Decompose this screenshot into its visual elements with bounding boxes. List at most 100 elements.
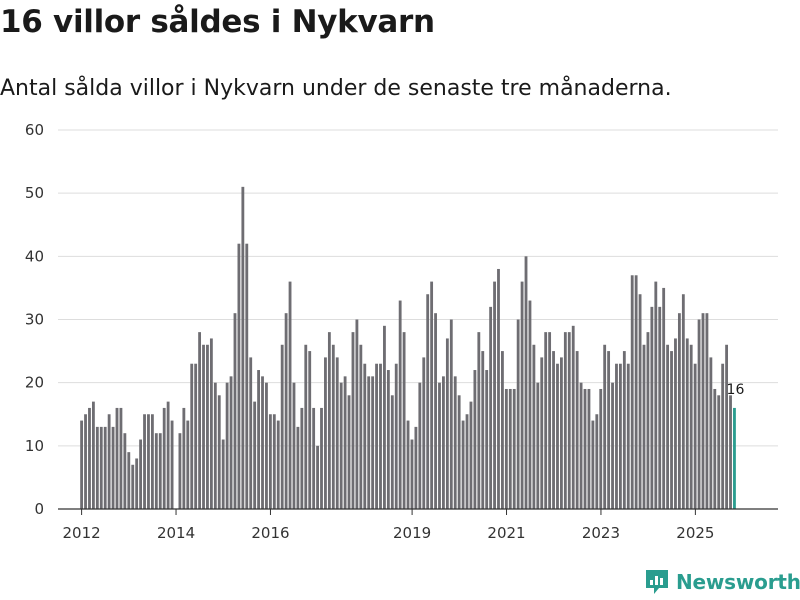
bar (650, 306, 654, 509)
bar (115, 407, 119, 509)
y-tick-label: 20 (25, 374, 44, 392)
bar (178, 433, 182, 509)
bar (438, 382, 441, 509)
bar (725, 344, 729, 509)
bar (383, 325, 386, 509)
bar (131, 464, 135, 509)
bar (154, 433, 158, 509)
bar (143, 414, 146, 509)
bar (556, 363, 559, 509)
bar (257, 370, 260, 509)
x-tick-label: 2025 (676, 524, 714, 542)
bar (182, 407, 186, 509)
bar (587, 388, 591, 509)
x-tick-label: 2023 (582, 524, 620, 542)
bar (630, 275, 634, 509)
bar (272, 414, 276, 509)
bar (343, 376, 347, 509)
bar (449, 319, 453, 509)
bar (603, 344, 607, 509)
bar (658, 306, 662, 509)
y-tick-label: 30 (25, 311, 44, 329)
bar-latest (733, 407, 736, 509)
bar (666, 344, 670, 509)
bar (434, 313, 437, 509)
bar (351, 332, 355, 509)
bar (237, 243, 241, 509)
bar (265, 382, 268, 509)
bar (139, 439, 143, 509)
bar (147, 414, 150, 509)
chart-title: 16 villor såldes i Nykvarn (0, 4, 435, 40)
bar (198, 332, 202, 509)
bar (418, 382, 422, 509)
bar (410, 439, 414, 509)
bar (375, 363, 378, 509)
bar (229, 376, 233, 509)
bar (284, 313, 288, 509)
bar (681, 294, 685, 509)
bar (261, 376, 264, 509)
bar (693, 363, 697, 509)
bar (442, 376, 445, 509)
bar (123, 433, 127, 509)
chart-subtitle: Antal sålda villor i Nykvarn under de se… (0, 76, 672, 101)
bar (103, 426, 107, 509)
bar (654, 281, 658, 509)
bar (111, 426, 115, 509)
bar (426, 294, 430, 509)
bar (150, 414, 154, 509)
y-tick-label: 0 (34, 500, 44, 518)
bar (697, 319, 701, 509)
bar (677, 313, 681, 509)
bar (674, 338, 677, 509)
gridlines (58, 129, 778, 447)
bar (206, 344, 209, 509)
bar (304, 344, 308, 509)
bar (233, 313, 237, 509)
bar (406, 420, 410, 509)
newsworthy-icon (646, 570, 668, 594)
bar (335, 357, 339, 509)
bar (190, 363, 194, 509)
bar (638, 294, 642, 509)
bar (524, 256, 528, 509)
bar (359, 344, 363, 509)
bar (221, 439, 225, 509)
bar (363, 363, 367, 509)
bar (394, 363, 398, 509)
bar (497, 268, 500, 509)
bar (532, 344, 536, 509)
y-tick-label: 40 (25, 247, 44, 265)
bar (685, 338, 689, 509)
x-axis: 2012 2014 2016 2019 2021 2023 2025 (58, 508, 778, 542)
bar (591, 420, 595, 509)
bar (241, 186, 245, 509)
bar (465, 414, 469, 509)
newsworthy-logo[interactable]: Newsworthy (644, 568, 800, 596)
bar (217, 395, 221, 509)
bar (402, 332, 406, 509)
bar (445, 338, 449, 509)
bar (135, 458, 139, 509)
x-tick-label: 2019 (393, 524, 431, 542)
bar (158, 433, 162, 509)
bar (461, 420, 465, 509)
x-tick-label: 2014 (157, 524, 195, 542)
bar (371, 376, 375, 509)
bar (280, 344, 284, 509)
bar (245, 243, 249, 509)
bar (422, 357, 426, 509)
bar (276, 420, 280, 509)
latest-value-label: 16 (727, 382, 745, 398)
bar (595, 414, 599, 509)
bar (575, 351, 579, 509)
bar (367, 376, 371, 509)
x-tick-label: 2016 (251, 524, 289, 542)
bar (560, 357, 563, 509)
bar (540, 357, 544, 509)
brand-name: Newsworthy (676, 570, 800, 594)
data-labels: 16 (727, 382, 745, 398)
bar (528, 300, 532, 509)
